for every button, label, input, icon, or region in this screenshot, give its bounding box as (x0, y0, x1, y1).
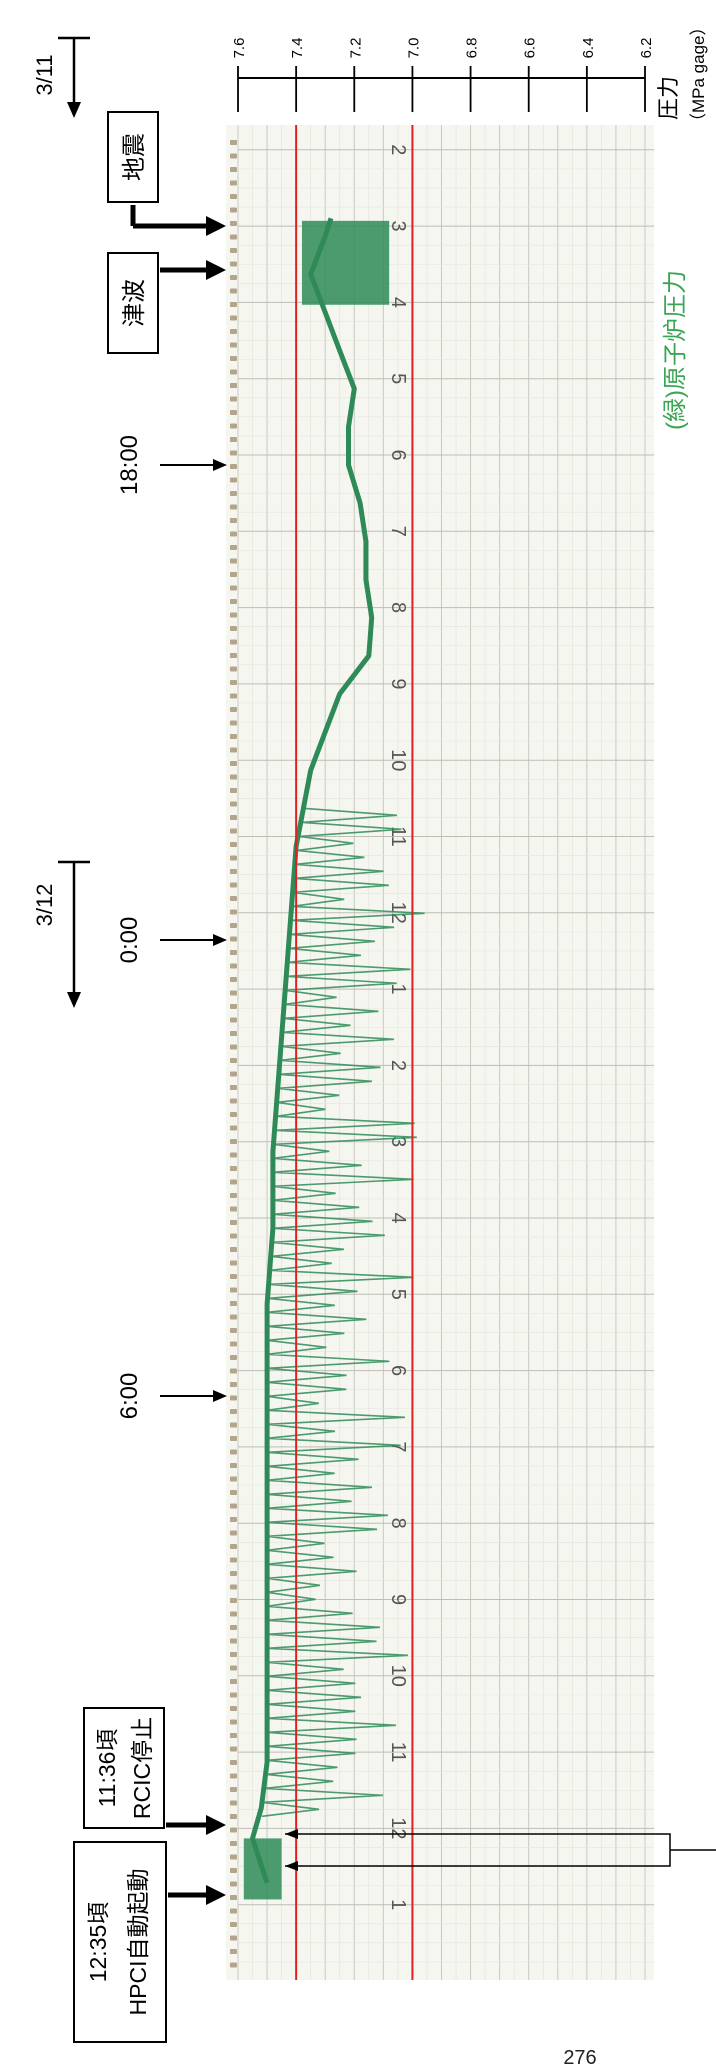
axis-tick-label: 6.4 (580, 38, 597, 59)
series-legend: (緑)原子炉圧力 (662, 270, 689, 430)
hour-number: 8 (387, 602, 409, 613)
hour-number: 10 (387, 749, 409, 771)
date-label-3-12: 3/12 (32, 884, 57, 927)
date-label-3-11: 3/11 (32, 54, 57, 95)
hour-number: 11 (387, 826, 409, 847)
hour-number: 3 (387, 221, 409, 232)
hour-number: 6 (387, 449, 409, 460)
pressure-trace-dense (301, 220, 390, 305)
sprocket-strip (230, 140, 237, 1968)
event-label-tsunami: 津波 (121, 279, 148, 327)
hour-number: 5 (387, 1289, 409, 1300)
pressure-trace-dense (243, 1838, 282, 1900)
axis-tick-label: 7.6 (231, 38, 248, 59)
hour-number: 2 (387, 144, 409, 155)
event-label-hpci-start: HPCI自動起動 (125, 1869, 151, 2016)
event-label-rcic-stop: RCIC停止 (129, 1717, 155, 1819)
hour-number: 10 (387, 1665, 409, 1687)
axis-tick-label: 7.2 (347, 38, 364, 59)
hour-number: 12 (387, 902, 409, 924)
event-label-rcic-time: 11:36頃 (94, 1729, 120, 1808)
hour-grid (238, 149, 654, 1963)
page-number: 276 (563, 2047, 596, 2067)
hour-number: 2 (387, 1060, 409, 1071)
hour-number: 11 (387, 1742, 409, 1763)
hour-number: 7 (387, 526, 409, 537)
hour-number: 12 (387, 1817, 409, 1839)
time-label-6-00: 6:00 (116, 1373, 143, 1420)
hour-number: 4 (387, 297, 409, 308)
hour-number: 1 (387, 1899, 409, 1910)
pressure-axis-unit: （MPa gage） (689, 19, 708, 131)
hour-number: 7 (387, 1441, 409, 1452)
hour-number: 1 (387, 984, 409, 995)
axis-tick-label: 6.2 (638, 38, 655, 59)
hour-number: 6 (387, 1365, 409, 1376)
hour-number: 5 (387, 373, 409, 384)
hour-number: 9 (387, 1594, 409, 1605)
axis-tick-label: 7.0 (405, 38, 422, 59)
pressure-axis-label: 圧力 (656, 76, 681, 120)
axis-tick-label: 6.8 (464, 38, 481, 59)
hour-number: 8 (387, 1518, 409, 1529)
event-label-earthquake: 地震 (121, 133, 148, 181)
event-label-hpci-time: 12:35頃 (85, 1902, 111, 1983)
pressure-trace (243, 217, 425, 1900)
axis-tick-label: 6.6 (522, 38, 539, 59)
reference-lines (295, 125, 414, 1980)
annotations: 3/11 地震 津波 18:00 3/12 (32, 36, 716, 2043)
hour-number: 3 (387, 1136, 409, 1147)
pressure-axis: 7.6 7.4 7.2 7.0 6.8 6.6 6.4 6.2 (231, 38, 655, 112)
chart-paper (226, 125, 654, 1980)
axis-tick-label: 7.4 (289, 38, 306, 59)
pressure-trace-oscillation (261, 807, 425, 1818)
hour-number: 9 (387, 678, 409, 689)
time-label-18-00: 18:00 (116, 435, 143, 495)
hour-number: 4 (387, 1212, 409, 1223)
time-label-0-00: 0:00 (116, 917, 143, 964)
